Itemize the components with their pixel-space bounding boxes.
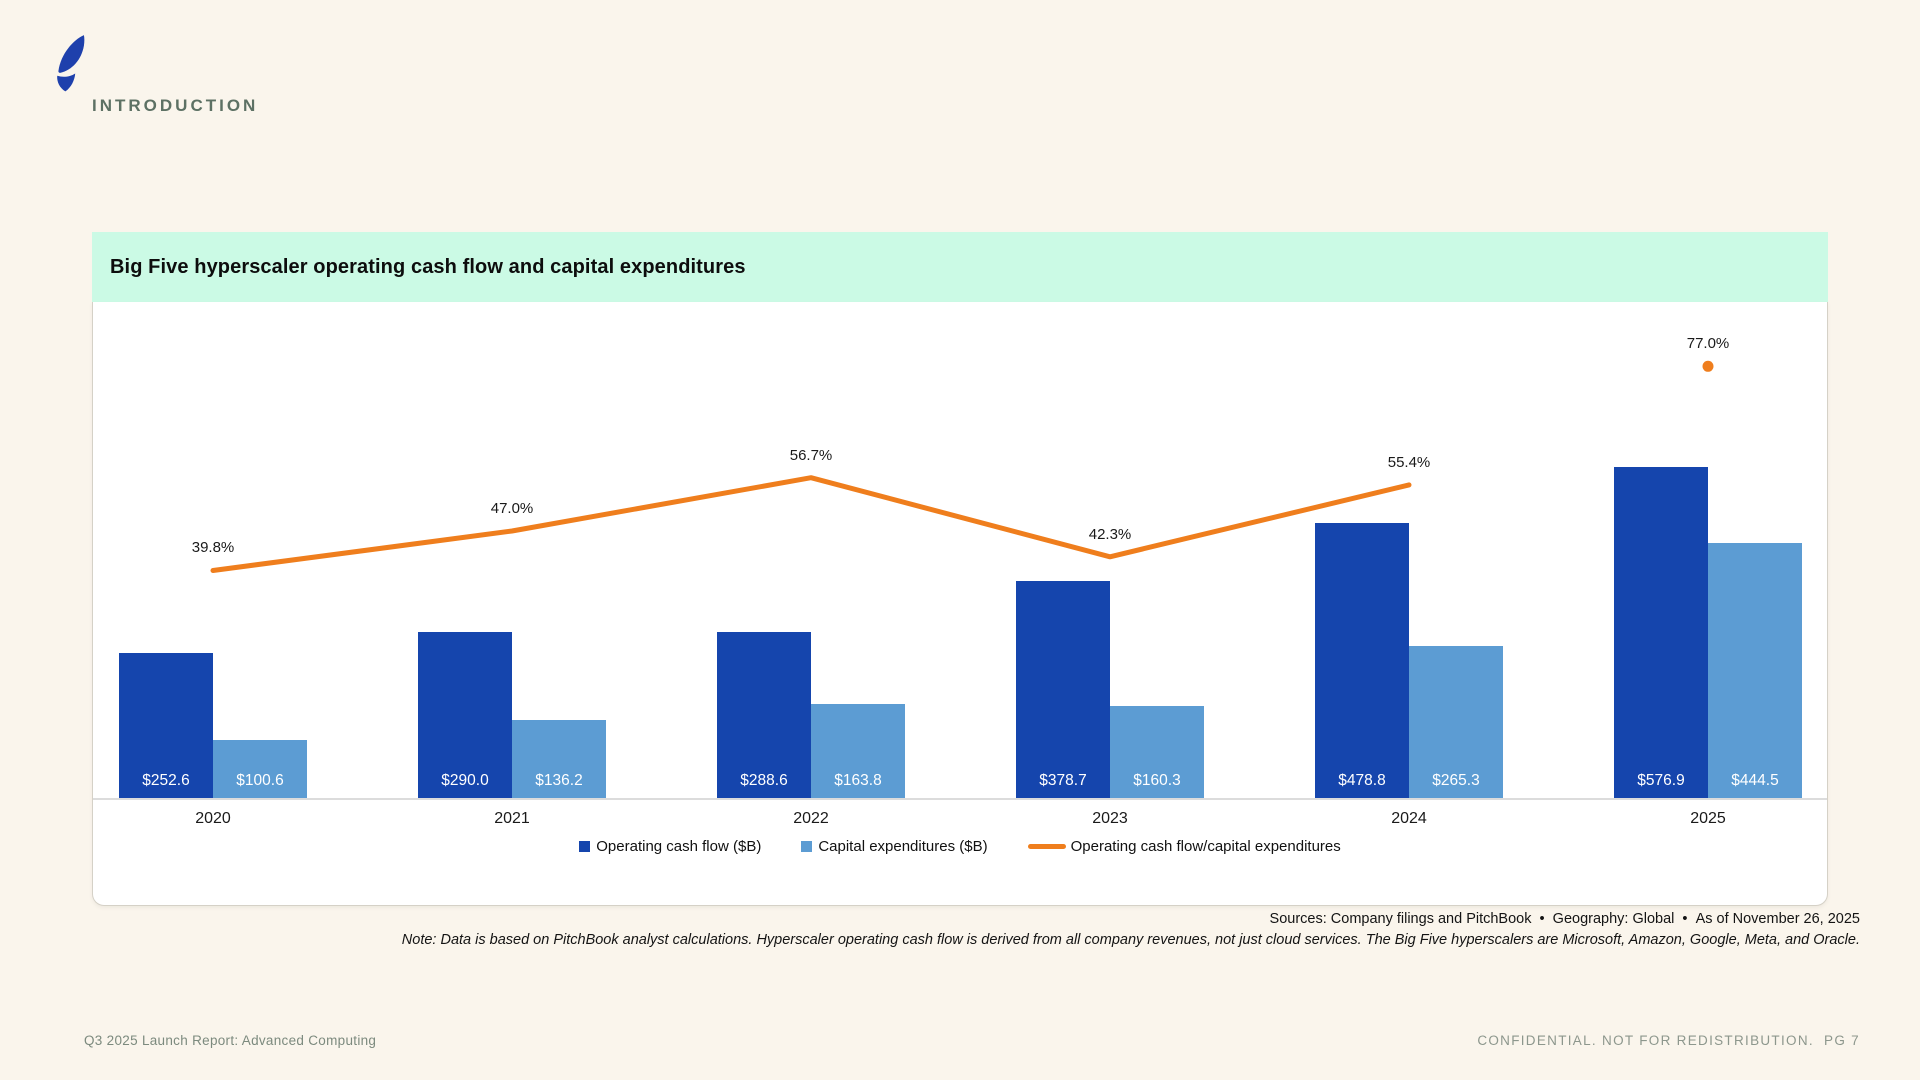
x-axis-line bbox=[93, 798, 1827, 800]
bar-operating-cash-flow bbox=[1614, 466, 1708, 798]
page-footer: Q3 2025 Launch Report: Advanced Computin… bbox=[84, 1033, 1860, 1048]
ratio-value-label: 56.7% bbox=[789, 446, 833, 464]
pitchbook-logo bbox=[57, 35, 85, 92]
bar-value-label: $265.3 bbox=[1432, 772, 1480, 789]
bar-capital-expenditures bbox=[1708, 542, 1802, 798]
bar-value-label: $478.8 bbox=[1338, 772, 1386, 789]
bar-value-label: $288.6 bbox=[740, 772, 788, 789]
chart-legend: Operating cash flow ($B) Capital expendit… bbox=[93, 838, 1827, 855]
legend-item: Operating cash flow ($B) bbox=[579, 838, 761, 855]
legend-line-swatch-icon bbox=[1027, 844, 1066, 849]
legend-label: Capital expenditures ($B) bbox=[818, 838, 988, 855]
legend-label: Operating cash flow/capital expenditures bbox=[1070, 838, 1341, 855]
bar-value-label: $100.6 bbox=[236, 772, 284, 789]
bar-value-label: $290.0 bbox=[441, 772, 489, 789]
bar-capital-expenditures bbox=[811, 703, 905, 798]
bar-capital-expenditures bbox=[512, 719, 606, 798]
ratio-value-label: 42.3% bbox=[1088, 525, 1132, 543]
bar-operating-cash-flow bbox=[1315, 523, 1409, 798]
ratio-value-label: 47.0% bbox=[490, 499, 534, 517]
legend-square-swatch-icon bbox=[579, 841, 591, 852]
bar-value-label: $576.9 bbox=[1637, 772, 1685, 789]
legend-square-swatch-icon bbox=[801, 841, 813, 852]
sources-line: Sources: Company filings and PitchBook •… bbox=[1269, 911, 1860, 927]
x-axis-label: 2023 bbox=[1092, 810, 1128, 827]
ratio-value-label: 55.4% bbox=[1387, 453, 1431, 471]
bar-capital-expenditures bbox=[1409, 645, 1503, 798]
bar-value-label: $378.7 bbox=[1039, 772, 1087, 789]
section-label: INTRODUCTION bbox=[92, 96, 259, 115]
bar-operating-cash-flow bbox=[418, 631, 512, 798]
ratio-line bbox=[210, 475, 1412, 573]
bar-capital-expenditures bbox=[213, 740, 307, 798]
footer-report-title: Q3 2025 Launch Report: Advanced Computin… bbox=[84, 1033, 377, 1048]
chart-card: Big Five hyperscaler operating cash flow… bbox=[92, 232, 1828, 906]
ratio-value-label: 77.0% bbox=[1686, 335, 1730, 353]
x-axis-label: 2024 bbox=[1391, 810, 1427, 827]
footer-confidential: CONFIDENTIAL. NOT FOR REDISTRIBUTION. PG… bbox=[1477, 1033, 1860, 1048]
note-line: Note: Data is based on PitchBook analyst… bbox=[401, 932, 1860, 948]
chart-plot-area: $252.6 $100.6 2020 $290.0 $136.2 2021 $288.6 $1… bbox=[93, 302, 1827, 906]
x-axis-label: 2025 bbox=[1690, 810, 1726, 827]
chart-panel: $252.6 $100.6 2020 $290.0 $136.2 2021 $288.6 $1… bbox=[92, 302, 1828, 906]
bar-value-label: $163.8 bbox=[834, 772, 882, 789]
bar-operating-cash-flow bbox=[119, 653, 213, 798]
bar-value-label: $444.5 bbox=[1731, 772, 1779, 789]
legend-label: Operating cash flow ($B) bbox=[596, 838, 762, 855]
ratio-point-marker bbox=[1702, 360, 1714, 372]
bar-operating-cash-flow bbox=[1016, 580, 1110, 798]
chart-title: Big Five hyperscaler operating cash flow… bbox=[110, 255, 746, 278]
bar-value-label: $136.2 bbox=[535, 772, 583, 789]
legend-item: Capital expenditures ($B) bbox=[801, 838, 988, 855]
bar-value-label: $160.3 bbox=[1133, 772, 1181, 789]
x-axis-label: 2021 bbox=[494, 810, 530, 827]
ratio-value-label: 39.8% bbox=[191, 539, 235, 557]
bar-value-label: $252.6 bbox=[142, 772, 190, 789]
bar-operating-cash-flow bbox=[717, 632, 811, 798]
x-axis-label: 2022 bbox=[793, 810, 829, 827]
ratio-line-layer bbox=[210, 360, 1714, 573]
bar-capital-expenditures bbox=[1110, 705, 1204, 798]
x-axis-label: 2020 bbox=[195, 810, 231, 827]
legend-item: Operating cash flow/capital expenditures bbox=[1027, 838, 1341, 855]
chart-title-bar: Big Five hyperscaler operating cash flow… bbox=[92, 232, 1828, 302]
